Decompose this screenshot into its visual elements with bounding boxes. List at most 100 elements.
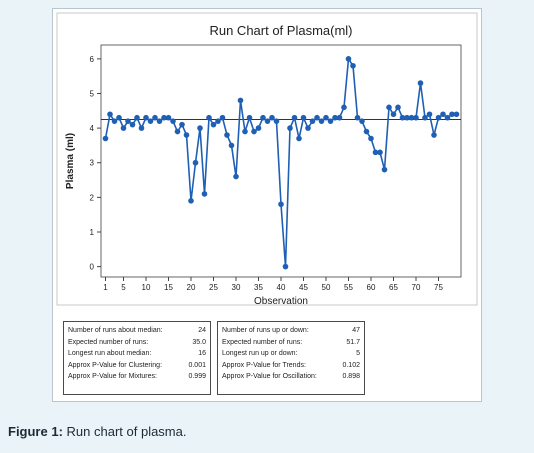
plot-area [100, 44, 462, 278]
data-point [165, 114, 172, 121]
data-point [386, 104, 392, 111]
data-point [278, 201, 284, 208]
data-point [264, 118, 271, 124]
data-point [242, 128, 248, 135]
data-point [341, 104, 347, 111]
stat-left-label: Approx P-Value for Mixtures: [68, 373, 157, 380]
stat-right-row: Approx P-Value for Trends: 0.102 [222, 360, 360, 372]
x-tick-label: 30 [232, 283, 241, 292]
data-point [444, 114, 451, 121]
x-tick-label: 25 [209, 283, 218, 292]
data-point [377, 149, 383, 156]
x-tick-label: 65 [389, 283, 398, 292]
data-point [381, 166, 388, 173]
data-point [224, 132, 230, 138]
data-point [390, 111, 397, 118]
stat-right-value: 0.102 [342, 361, 360, 369]
stat-left-label: Longest run about median: [68, 350, 152, 357]
stat-left-row: Expected number of runs: 35.0 [68, 337, 206, 349]
x-tick-label: 1 [103, 283, 108, 292]
data-point [291, 114, 298, 121]
stat-right-value: 47 [352, 327, 360, 334]
data-point [399, 114, 406, 121]
stat-right-label: Longest run up or down: [222, 350, 298, 357]
data-point [116, 114, 122, 121]
data-point [422, 114, 428, 121]
data-point [359, 118, 365, 124]
y-tick-label: 5 [90, 89, 95, 98]
x-tick-label: 70 [412, 283, 421, 292]
data-point [305, 125, 311, 131]
data-point [156, 118, 163, 124]
data-point [408, 114, 415, 121]
x-tick-label: 75 [434, 283, 443, 292]
stats-box-runs-about-median: Number of runs about median: 24 Expected n… [63, 321, 211, 395]
y-tick-label: 3 [90, 159, 95, 168]
data-point [368, 135, 374, 142]
x-tick-label: 60 [367, 283, 376, 292]
stat-left-value: 0.999 [188, 373, 206, 380]
data-point [206, 114, 212, 121]
data-point [111, 118, 118, 124]
chart-title: Run Chart of Plasma(ml) [209, 23, 352, 38]
stat-left-value: 0.001 [188, 361, 206, 369]
data-point [336, 114, 343, 121]
data-point [102, 135, 109, 142]
data-point [197, 125, 203, 131]
data-point [125, 118, 131, 124]
data-point [210, 121, 217, 128]
data-point [440, 111, 446, 118]
data-point [453, 111, 460, 118]
data-point [404, 114, 410, 121]
data-point [413, 114, 419, 121]
stat-right-value: 51.7 [346, 338, 360, 346]
data-point [318, 118, 325, 124]
stat-right-row: Longest run up or down: 5 [222, 348, 360, 360]
data-point [107, 111, 113, 118]
x-tick-label: 35 [254, 283, 263, 292]
x-tick-label: 10 [142, 283, 151, 292]
data-point [417, 80, 424, 86]
y-tick-label: 4 [90, 124, 95, 133]
data-point [251, 128, 257, 135]
data-point [300, 114, 307, 121]
data-point [188, 198, 194, 204]
data-point [129, 121, 136, 128]
data-point [201, 191, 208, 197]
x-tick-label: 20 [187, 283, 196, 292]
stat-left-value: 16 [198, 350, 206, 357]
x-tick-label: 55 [344, 283, 353, 292]
data-point [282, 263, 289, 270]
y-tick-label: 1 [90, 228, 95, 237]
data-point [120, 125, 127, 131]
data-point [296, 135, 302, 142]
stat-right-label: Number of runs up or down: [222, 327, 309, 334]
data-point [152, 114, 158, 121]
stat-left-row: Longest run about median: 16 [68, 348, 206, 360]
stat-right-value: 0.898 [342, 373, 360, 380]
x-tick-label: 15 [164, 283, 173, 292]
data-point [327, 118, 334, 124]
data-point [323, 114, 329, 121]
stat-left-row: Number of runs about median: 24 [68, 325, 206, 337]
y-axis-label: Plasma (ml) [65, 133, 76, 189]
data-point [363, 128, 370, 135]
data-point [215, 118, 221, 124]
data-point [161, 114, 167, 121]
data-point [179, 121, 185, 128]
stat-right-value: 5 [356, 350, 360, 357]
data-point [192, 159, 199, 166]
data-point [354, 114, 361, 121]
data-point [431, 132, 437, 138]
data-point [237, 97, 244, 104]
stat-left-value: 35.0 [192, 338, 206, 346]
data-point [435, 114, 442, 121]
stat-left-row: Approx P-Value for Mixtures: 0.999 [68, 371, 206, 383]
caption-label: Figure 1: [8, 424, 63, 439]
x-tick-label: 40 [277, 283, 286, 292]
data-point [174, 128, 181, 135]
stat-left-label: Expected number of runs: [68, 338, 149, 346]
data-point [345, 56, 352, 62]
data-point [246, 114, 253, 121]
